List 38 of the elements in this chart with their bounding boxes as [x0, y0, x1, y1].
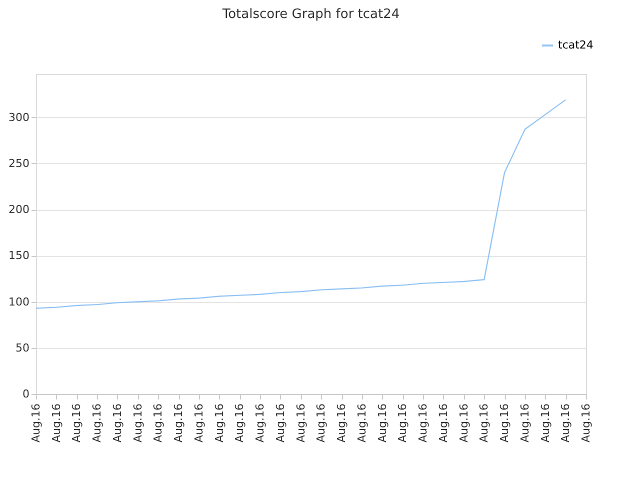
- chart-title: Totalscore Graph for tcat24: [221, 7, 400, 22]
- x-tick-label: Aug.16: [436, 404, 450, 442]
- x-tick-label: Aug.16: [152, 404, 165, 442]
- x-tick-label: Aug.16: [294, 404, 308, 442]
- legend-label: tcat24: [558, 38, 594, 52]
- y-tick-label: 100: [8, 295, 30, 308]
- x-tick-label: Aug.16: [376, 404, 389, 442]
- x-tick-label: Aug.16: [192, 404, 206, 442]
- x-tick-label: Aug.16: [355, 404, 368, 442]
- y-tick-label: 0: [22, 388, 30, 400]
- x-tick-label: Aug.16: [314, 404, 328, 442]
- y-tick-label: 300: [8, 110, 30, 124]
- x-tick-label: Aug.16: [538, 404, 552, 442]
- y-tick-label: 50: [16, 341, 30, 354]
- x-tick-label: Aug.16: [131, 404, 144, 442]
- x-tick-label: Aug.16: [457, 404, 470, 442]
- y-tick-label: 150: [8, 249, 30, 262]
- x-tick-label: Aug.16: [254, 404, 267, 442]
- x-tick-label: Aug.16: [416, 404, 430, 442]
- x-tick-label: Aug.16: [50, 404, 63, 442]
- x-tick-label: Aug.16: [90, 404, 104, 442]
- x-tick-label: Aug.16: [518, 404, 532, 442]
- x-tick-label: Aug.16: [233, 404, 246, 442]
- y-tick-label: 250: [8, 156, 30, 170]
- x-tick-label: Aug.16: [110, 404, 124, 442]
- x-tick-label: Aug.16: [478, 404, 491, 442]
- x-tick-label: Aug.16: [30, 404, 42, 442]
- x-tick-label: Aug.16: [70, 404, 84, 442]
- x-tick-label: Aug.16: [172, 404, 186, 442]
- x-tick-label: Aug.16: [212, 404, 226, 442]
- x-tick-label: Aug.16: [335, 404, 348, 442]
- x-tick-label: Aug.16: [498, 404, 512, 442]
- x-tick-label: Aug.16: [274, 404, 287, 442]
- x-tick-label: Aug.16: [396, 404, 410, 442]
- y-tick-label: 200: [8, 203, 30, 216]
- x-tick-label: Aug.16: [580, 404, 592, 442]
- line-series: [36, 99, 566, 309]
- x-tick-label: Aug.16: [559, 404, 572, 442]
